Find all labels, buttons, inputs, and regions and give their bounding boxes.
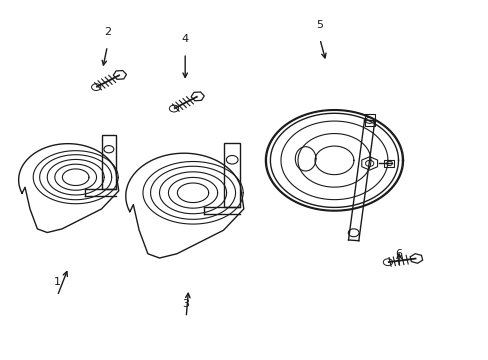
Bar	[384, 160, 394, 167]
Text: 5: 5	[316, 20, 323, 30]
Bar	[364, 114, 374, 126]
Text: 2: 2	[103, 27, 111, 37]
Text: 1: 1	[54, 277, 61, 287]
Text: 4: 4	[181, 34, 188, 44]
Text: 3: 3	[183, 298, 189, 309]
Text: 6: 6	[395, 249, 402, 258]
